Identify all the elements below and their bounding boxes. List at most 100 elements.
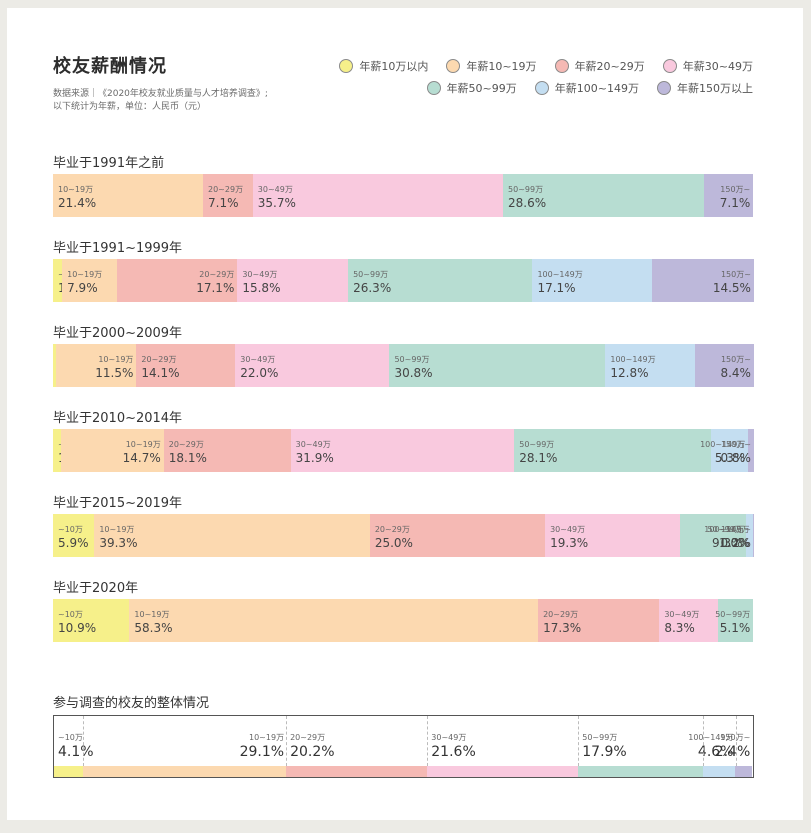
bar-segment: 20~29万 7.1% xyxy=(203,174,253,217)
legend-label: 年薪20~29万 xyxy=(574,60,645,73)
bar-segment: 50~99万 28.1% xyxy=(514,429,712,472)
stacked-bar: 10~19万 21.4% 20~29万 7.1% 30~49万 35.7% 50~99万 28… xyxy=(53,174,754,217)
segment-label: 150万~ xyxy=(720,185,751,194)
overall-segment: 20~29万 20.2% xyxy=(286,716,427,777)
segment-label: 20~29万 xyxy=(374,525,410,534)
legend-item: 年薪150万以上 xyxy=(657,80,753,96)
legend-item: 年薪50~99万 xyxy=(426,80,517,96)
legend-label: 年薪10万以内 xyxy=(359,60,429,73)
legend-item: 年薪100~149万 xyxy=(534,80,639,96)
segment-label: ~10万 xyxy=(58,610,83,619)
bar-segment: 10~19万 7.9% xyxy=(62,259,118,302)
overall-segment: 50~99万 17.9% xyxy=(578,716,703,777)
bar-segment: 100~149万 5.3% xyxy=(700,429,749,472)
overall-title: 参与调查的校友的整体情况 xyxy=(53,696,210,711)
legend-swatch-icon xyxy=(662,59,677,73)
segment-value: 14.1% xyxy=(141,366,180,380)
segment-divider xyxy=(82,716,84,766)
segment-label: 100~149万 xyxy=(704,525,750,534)
segment-label: 20~29万 xyxy=(290,733,326,742)
group-title: 毕业于1991年之前 xyxy=(53,156,165,171)
segment-value: 17.1% xyxy=(196,281,235,295)
segment-value: 26.3% xyxy=(353,281,392,295)
segment-label: 30~49万 xyxy=(295,440,331,449)
segment-label: 150万~ xyxy=(720,270,751,279)
overall-segment: 150万~ 2.4% xyxy=(715,716,753,777)
segment-label: 50~99万 xyxy=(353,270,389,279)
segment-divider xyxy=(286,716,288,766)
segment-value: 7.1% xyxy=(208,196,239,210)
segment-value: 7.1% xyxy=(719,196,751,210)
legend-swatch-icon xyxy=(339,59,354,73)
segment-label: 30~49万 xyxy=(550,525,586,534)
segment-value: 4.6% xyxy=(697,744,734,760)
segment-label: 100~149万 xyxy=(610,355,656,364)
segment-label: 100~149万 xyxy=(537,270,583,279)
source-line-2: 以下统计为年薪，单位：人民币（元） xyxy=(53,102,207,112)
segment-value: 29.1% xyxy=(239,744,285,760)
segment-label: 20~29万 xyxy=(208,185,244,194)
segment-label: 20~29万 xyxy=(543,610,579,619)
segment-value: 15.8% xyxy=(242,281,281,295)
segment-label: 150万~ xyxy=(720,525,751,534)
segment-label: 10~19万 xyxy=(58,185,94,194)
legend-item: 年薪20~29万 xyxy=(554,58,645,74)
legend-swatch-icon xyxy=(534,81,549,95)
segment-value: 17.1% xyxy=(537,281,576,295)
segment-divider xyxy=(427,716,429,766)
overall-segment: 10~19万 29.1% xyxy=(83,716,286,777)
bar-segment: 150万~ 0.2% xyxy=(720,514,754,557)
segment-divider xyxy=(578,716,580,766)
legend-swatch-icon xyxy=(657,81,671,95)
segment-value: 22.0% xyxy=(240,366,279,380)
overall-color-strip xyxy=(54,766,753,777)
bar-segment: 50~99万 30.8% xyxy=(389,344,606,387)
strip-segment xyxy=(54,766,83,777)
segment-label: 10~19万 xyxy=(249,733,285,742)
segment-label: 30~49万 xyxy=(240,355,276,364)
bar-segment: 150万~ 0.8% xyxy=(720,429,754,472)
segment-value: 1.0% xyxy=(719,536,750,550)
segment-value: 11.5% xyxy=(95,366,134,380)
segment-value: 18.1% xyxy=(168,451,207,465)
segment-label: 10~19万 xyxy=(67,270,103,279)
stacked-bar: ~10万0.4%10~19万11.5%20~29万14.1%30~49万22.0… xyxy=(53,344,754,387)
bar-segment: 20~29万 18.1% xyxy=(163,429,291,472)
segment-label: 20~29万 xyxy=(141,355,177,364)
segment-value: 20.2% xyxy=(290,744,335,760)
segment-label: 50~99万 xyxy=(508,185,544,194)
segment-value: 17.9% xyxy=(582,744,627,760)
segment-value: 28.6% xyxy=(508,196,547,210)
segment-value: 30.8% xyxy=(394,366,433,380)
strip-segment xyxy=(427,766,579,777)
segment-label: 30~49万 xyxy=(242,270,278,279)
segment-value: 5.9% xyxy=(58,536,89,550)
bar-segment: 30~49万 15.8% xyxy=(237,259,349,302)
segment-label: 20~29万 xyxy=(199,270,235,279)
segment-value: 0.8% xyxy=(720,451,751,465)
bar-segment: 10~19万 58.3% xyxy=(129,599,539,642)
segment-label: 150万~ xyxy=(720,440,751,449)
bar-segment: 30~49万 35.7% xyxy=(252,174,504,217)
bar-segment: 150万~ 7.1% xyxy=(703,174,754,217)
segment-label: 50~99万 xyxy=(707,525,743,534)
group-title: 毕业于2000~2009年 xyxy=(53,326,183,341)
bar-segment: 10~19万 21.4% xyxy=(53,174,203,217)
segment-label: 50~99万 xyxy=(582,733,618,742)
segment-value: 0.2% xyxy=(720,536,751,550)
segment-value: 10.9% xyxy=(58,621,97,635)
page-title: 校友薪酬情况 xyxy=(53,56,167,77)
segment-divider xyxy=(703,716,705,766)
bar-segment: 100~149万 17.1% xyxy=(532,259,653,302)
legend-swatch-icon xyxy=(426,81,441,95)
segment-label: 20~29万 xyxy=(168,440,204,449)
segment-label: 10~19万 xyxy=(134,610,170,619)
source-line-1: 数据来源｜《2020年校友就业质量与人才培养调查》; xyxy=(53,89,268,99)
legend-item: 年薪10万以内 xyxy=(339,58,428,74)
strip-segment xyxy=(82,766,287,777)
legend-label: 年薪50~99万 xyxy=(446,82,517,95)
legend: 年薪10万以内 年薪10~19万 年薪20~29万 年薪30~49万 年薪50~99万… xyxy=(313,55,753,99)
bar-segment: 150万~ 14.5% xyxy=(652,259,754,302)
legend-item: 年薪30~49万 xyxy=(662,58,753,74)
